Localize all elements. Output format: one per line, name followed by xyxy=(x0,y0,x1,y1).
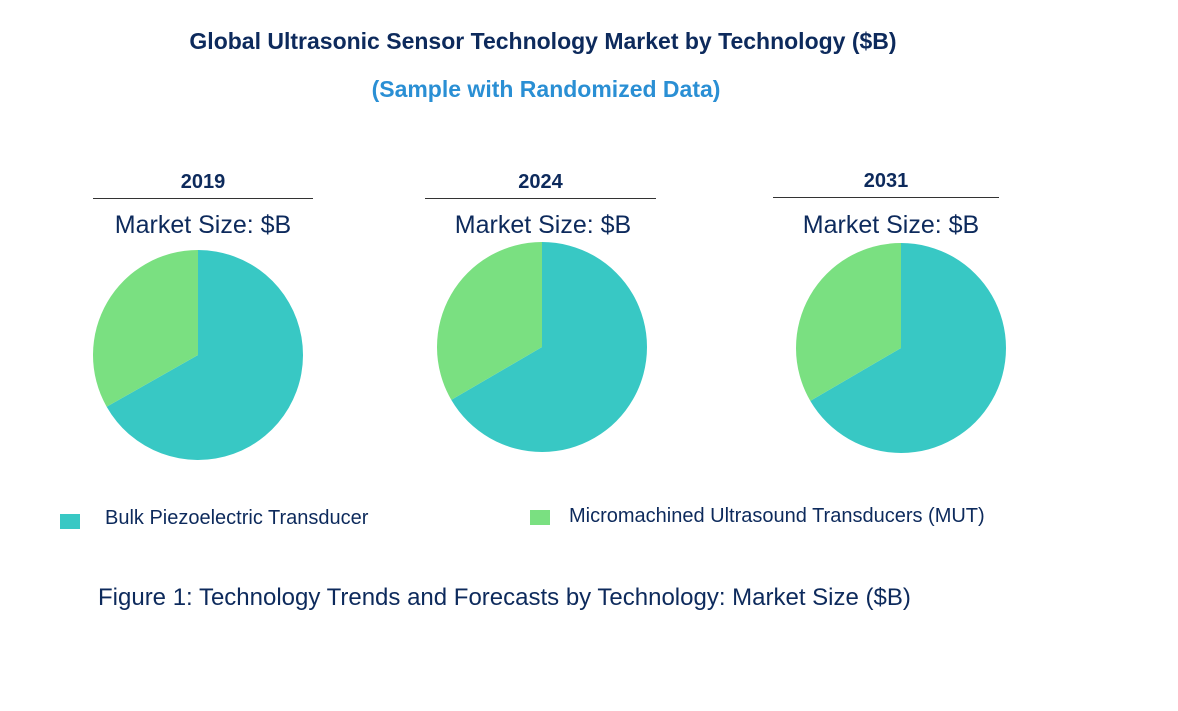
legend-swatch-mut xyxy=(530,510,550,525)
pie-slice-2031-mut xyxy=(796,243,901,401)
pie-slice-2019-mut xyxy=(93,250,198,407)
divider xyxy=(93,198,313,199)
pie-year-2019: 2019 xyxy=(180,171,226,193)
market-size-label-2024: Market Size: $B xyxy=(454,211,632,239)
divider xyxy=(773,197,999,198)
figure-caption: Figure 1: Technology Trends and Forecast… xyxy=(98,584,911,611)
legend-label-bulk-piezoelectric: Bulk Piezoelectric Transducer xyxy=(105,507,369,529)
pie-slice-2019-bulk-piezoelectric xyxy=(106,250,303,460)
pie-slice-2024-mut xyxy=(437,242,542,400)
divider xyxy=(425,198,656,199)
pie-year-2024: 2024 xyxy=(518,171,563,193)
pie-slice-2024-bulk-piezoelectric xyxy=(451,242,648,452)
pie-slice-2031-bulk-piezoelectric xyxy=(810,243,1007,453)
legend-label-mut: Micromachined Ultrasound Transducers (MU… xyxy=(569,505,985,527)
legend-swatch-bulk-piezoelectric xyxy=(60,514,80,529)
market-size-label-2019: Market Size: $B xyxy=(114,211,292,239)
chart-title: Global Ultrasonic Sensor Technology Mark… xyxy=(189,28,897,54)
market-size-label-2031: Market Size: $B xyxy=(802,211,980,239)
chart-subtitle: (Sample with Randomized Data) xyxy=(371,76,721,102)
pie-year-2031: 2031 xyxy=(863,170,909,192)
